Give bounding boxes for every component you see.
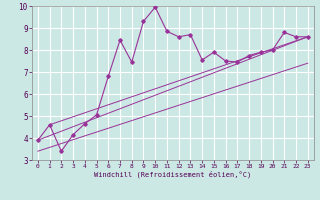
X-axis label: Windchill (Refroidissement éolien,°C): Windchill (Refroidissement éolien,°C)	[94, 171, 252, 178]
